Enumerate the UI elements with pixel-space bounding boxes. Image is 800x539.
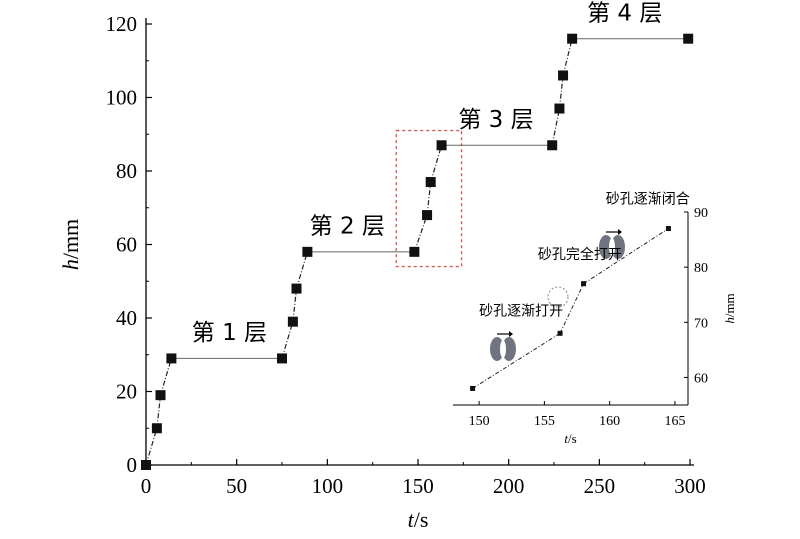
main-series-segment <box>295 251 308 289</box>
main-data-point <box>436 140 447 151</box>
main-series-segment <box>159 358 172 396</box>
sand-hole-partial-icon <box>599 229 625 259</box>
main-x-tick-label: 200 <box>493 474 525 498</box>
inset-annotation-label: 砂孔完全打开 <box>538 246 622 263</box>
inset-series-layer <box>470 226 671 391</box>
main-series-segment <box>145 428 158 466</box>
inset-x-axis-label: t/s <box>564 431 576 446</box>
main-series-segment <box>413 214 428 253</box>
main-y-tick-label: 100 <box>106 86 138 110</box>
main-y-tick-label: 80 <box>116 159 137 183</box>
main-x-tick-label: 100 <box>312 474 344 498</box>
main-series-layer <box>141 33 694 470</box>
main-annotations: 第 1 层 第 2 层 第 3 层 第 4 层 <box>192 0 663 346</box>
main-series-segment <box>551 108 561 146</box>
inset-series-segment <box>559 283 585 334</box>
main-data-point <box>155 390 166 401</box>
inset-y-tick-label: 90 <box>694 206 708 221</box>
inset-data-point <box>470 385 476 391</box>
main-data-point <box>151 423 162 434</box>
main-data-point <box>425 177 436 188</box>
main-y-tick-label: 0 <box>127 453 138 477</box>
sand-hole-open-icon <box>547 286 569 308</box>
main-data-point <box>554 103 565 114</box>
main-data-point <box>567 33 578 44</box>
main-data-point <box>558 70 569 81</box>
main-series-segment <box>281 321 294 359</box>
inset-sand-hole-icons <box>490 229 625 361</box>
main-data-point <box>277 353 287 364</box>
inset-data-point <box>665 226 671 232</box>
main-series-segment <box>426 181 432 216</box>
inset-series-segment <box>583 228 669 285</box>
main-x-tick-label: 150 <box>402 474 434 498</box>
inset-series-segment <box>472 332 561 389</box>
main-series-segment <box>558 75 564 109</box>
main-x-tick-label: 50 <box>226 474 247 498</box>
main-data-point <box>287 316 298 327</box>
main-y-axis-label: h/mm <box>58 219 83 270</box>
inset-x-tick-label: 165 <box>664 414 685 429</box>
main-axis-ticks: 0 50 100 150 200 250 300 0 20 40 60 80 100 120 <box>106 12 706 498</box>
main-x-tick-label: 300 <box>674 474 706 498</box>
inset-axes-frame <box>453 212 689 406</box>
inset-x-tick-label: 150 <box>469 414 490 429</box>
main-data-point <box>141 460 151 470</box>
main-data-point <box>409 246 420 257</box>
layer-label: 第 3 层 <box>458 107 533 133</box>
inset-annotation-label: 砂孔逐渐打开 <box>479 303 563 320</box>
main-y-tick-label: 60 <box>116 233 137 257</box>
main-x-tick-label: 250 <box>584 474 616 498</box>
main-series-segment <box>430 145 443 183</box>
main-data-point <box>547 140 558 151</box>
main-y-tick-label: 120 <box>106 12 138 36</box>
main-data-point <box>302 246 313 257</box>
layer-label: 第 4 层 <box>587 0 662 26</box>
inset-y-axis-label: h/mm <box>722 293 737 323</box>
main-y-tick-label: 20 <box>116 380 137 404</box>
zoom-highlight-rect <box>395 129 463 268</box>
inset-annotation-label: 砂孔逐渐闭合 <box>606 192 690 208</box>
layer-label: 第 2 层 <box>310 213 385 239</box>
main-series-segment <box>562 38 573 76</box>
main-x-tick-label: 0 <box>141 474 152 498</box>
inset-x-tick-label: 160 <box>599 414 620 429</box>
inset-axis-ticks: 150 155 160 165 60 70 80 90 <box>469 206 708 429</box>
zoom-highlight-box <box>395 129 463 268</box>
inset-y-tick-label: 80 <box>694 261 708 276</box>
main-data-point <box>683 33 694 44</box>
main-series-segment <box>292 288 298 322</box>
main-data-point <box>422 210 433 221</box>
inset-x-tick-label: 155 <box>534 414 555 429</box>
sand-hole-partial-icon <box>490 331 516 361</box>
inset-annotations: 砂孔逐渐打开 砂孔完全打开 砂孔逐渐闭合 <box>479 192 690 320</box>
inset-data-point <box>581 281 587 287</box>
main-data-point <box>166 353 177 364</box>
layer-label: 第 1 层 <box>192 320 267 346</box>
main-x-axis-label: t/s <box>408 507 429 532</box>
main-y-tick-label: 40 <box>116 306 137 330</box>
inset-y-tick-label: 60 <box>694 371 708 386</box>
main-series-segment <box>156 395 162 429</box>
inset-y-tick-label: 70 <box>694 316 708 331</box>
inset-data-point <box>557 330 563 336</box>
main-data-point <box>291 283 302 294</box>
main-axes-frame <box>145 18 694 466</box>
